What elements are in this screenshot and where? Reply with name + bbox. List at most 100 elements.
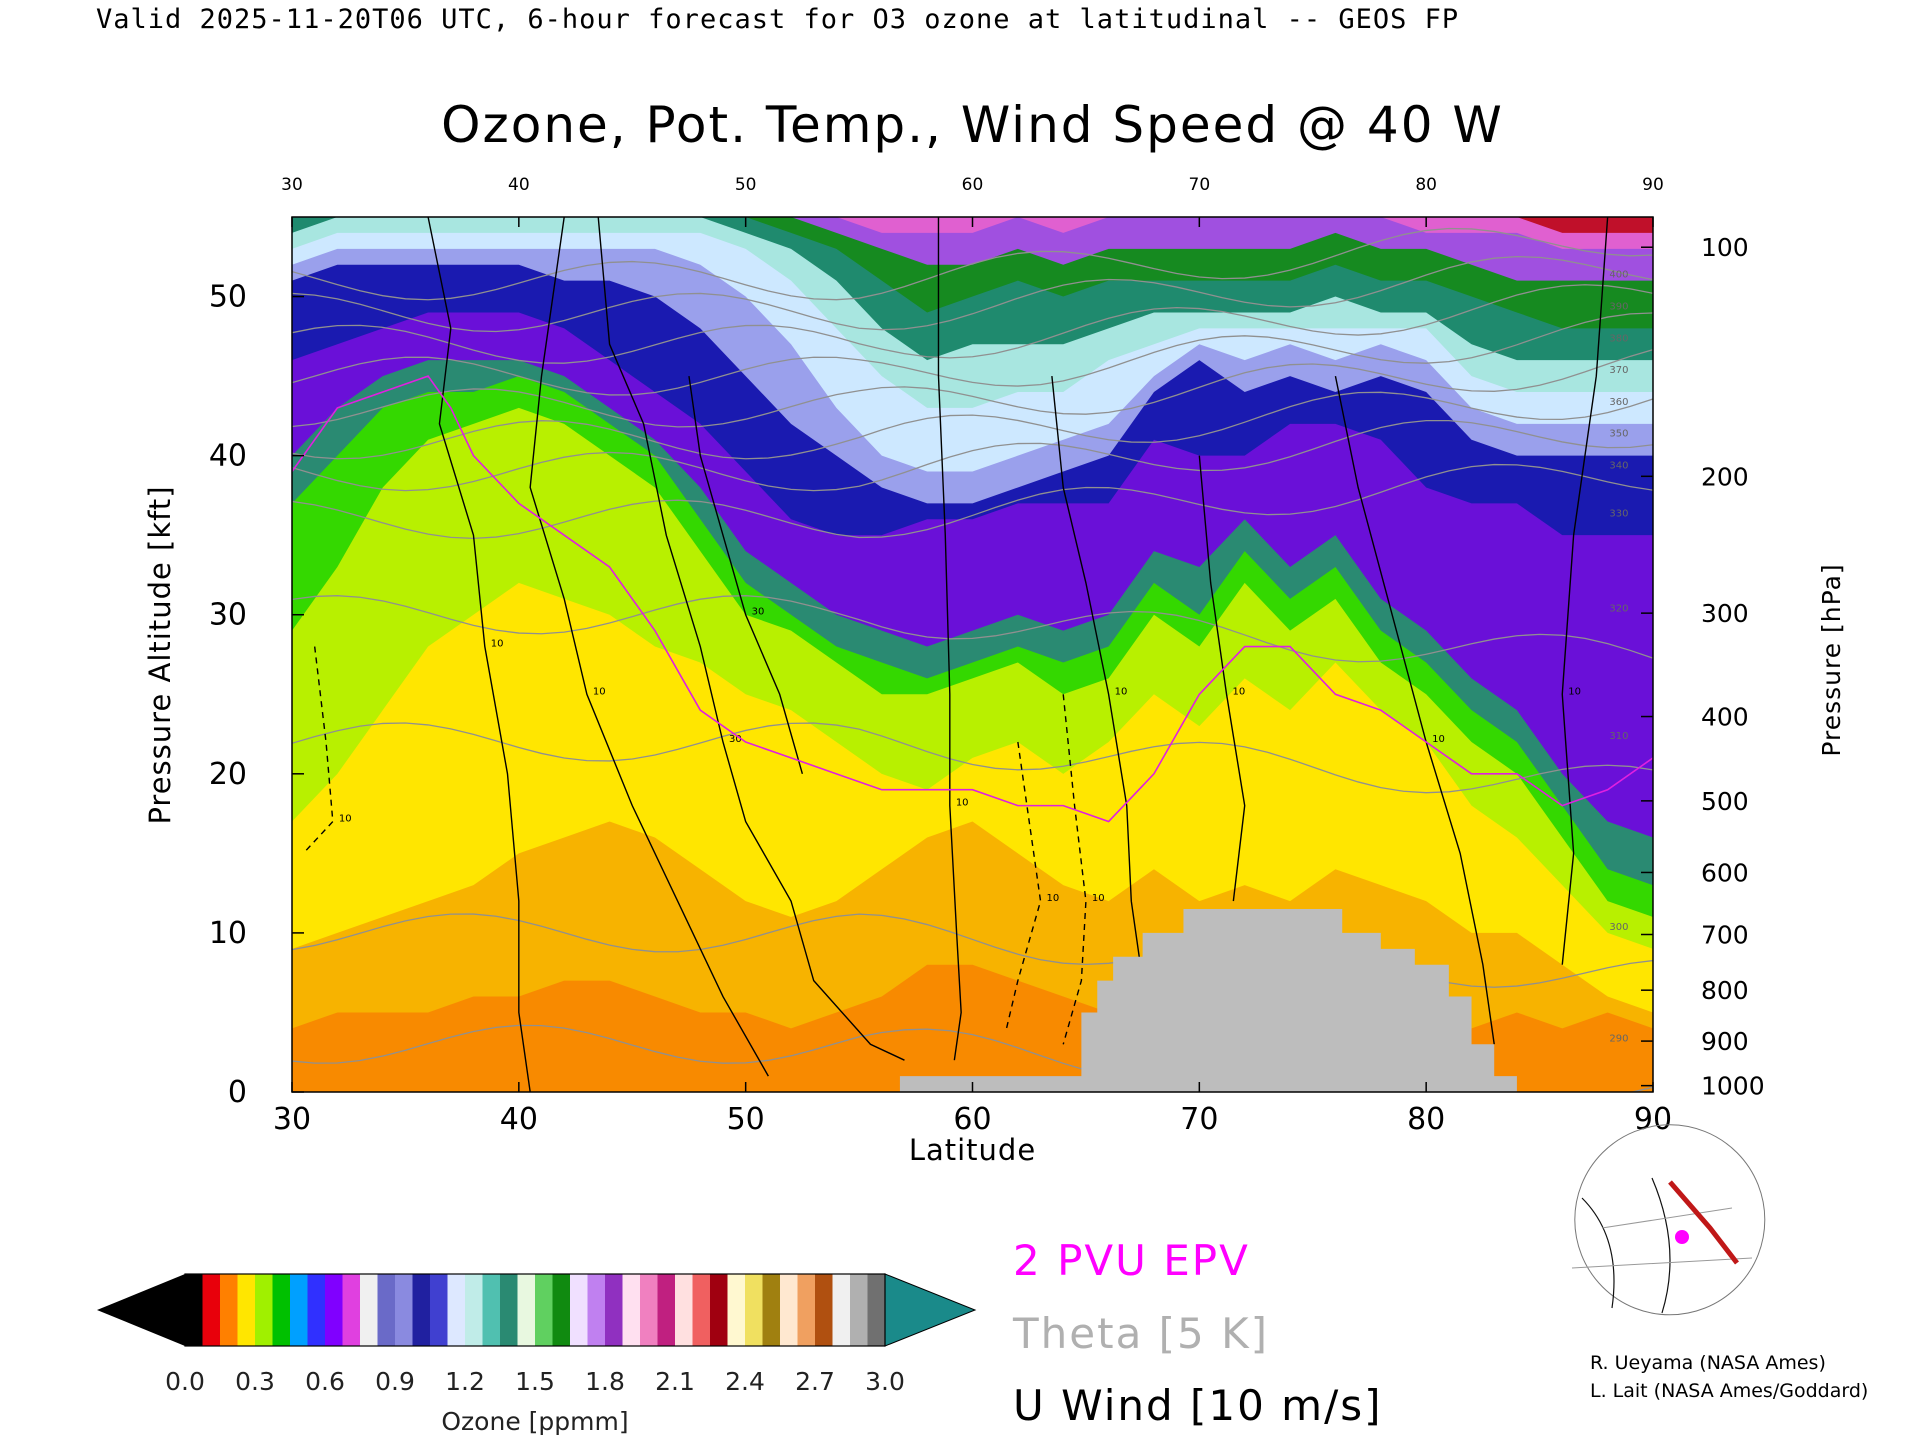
inset-map-section-line [1668,1180,1739,1265]
colorbar-swatch-27 [657,1274,676,1346]
colorbar-swatch-36 [815,1274,834,1346]
theta-label-340: 340 [1609,461,1628,472]
legend-theta: Theta [5 K] [1012,1309,1269,1358]
theta-contour-380 [292,284,1653,364]
chart-title: Ozone, Pot. Temp., Wind Speed @ 40 W [441,96,1504,154]
colorbar-swatch-6 [290,1274,309,1346]
colorbar-swatch-28 [675,1274,694,1346]
inset-map-coastlines [1581,1177,1671,1314]
u-wind-label-6: 10 [1233,686,1246,697]
colorbar-swatch-5 [272,1274,291,1346]
u-wind-contour-11 [1062,694,1087,1045]
colorbar-tick-label-7: 2.1 [655,1367,695,1396]
colorbar-swatch-34 [780,1274,799,1346]
colorbar-swatch-1 [202,1274,221,1346]
theta-label-330: 330 [1609,508,1628,519]
colorbar-swatch-35 [797,1274,816,1346]
x-top-label-80: 80 [1415,175,1437,195]
theta-label-370: 370 [1609,365,1628,376]
y-tick-label-20: 20 [209,757,247,792]
colorbar-swatch-24 [605,1274,624,1346]
u-wind-label-8: 10 [1568,686,1581,697]
x-top-label-90: 90 [1642,175,1664,195]
colorbar-swatch-12 [395,1274,414,1346]
ozone-band-13 [292,217,1653,249]
valid-time-header: Valid 2025-11-20T06 UTC, 6-hour forecast… [96,4,1460,35]
u-wind-label-7: 10 [1432,734,1445,745]
u-wind-contour-6 [1198,455,1246,902]
credits-line-2: L. Lait (NASA Ames/Goddard) [1590,1380,1869,1402]
theta-label-390: 390 [1609,301,1628,312]
y-axis-label-right: Pressure [hPa] [1817,563,1846,756]
y-axis-label-left: Pressure Altitude [kft] [143,485,177,824]
theta-contour-340 [292,419,1653,492]
theta-label-380: 380 [1609,333,1628,344]
colorbar-swatch-19 [517,1274,536,1346]
colorbar-tick-label-4: 1.2 [445,1367,485,1396]
colorbar-swatch-16 [465,1274,484,1346]
colorbar-tick-label-10: 3.0 [865,1367,905,1396]
colorbar-tick-label-1: 0.3 [235,1367,275,1396]
u-wind-contour-5 [1051,376,1144,981]
u-wind-contour-1 [529,217,769,1077]
x-top-label-60: 60 [962,175,984,195]
x-axis-label: Latitude [909,1133,1036,1167]
colorbar-swatch-7 [307,1274,326,1346]
theta-label-290: 290 [1609,1033,1628,1044]
inset-map-point [1675,1230,1689,1244]
colorbar-swatch-11 [377,1274,396,1346]
colorbar-tick-label-3: 0.9 [375,1367,415,1396]
colorbar-swatch-31 [727,1274,746,1346]
colorbar-swatch-22 [570,1274,589,1346]
colorbar-swatch-26 [640,1274,659,1346]
y-tick-label-30: 30 [209,598,247,633]
colorbar-swatch-25 [622,1274,641,1346]
colorbar-swatch-15 [447,1274,466,1346]
x-tick-label-50: 50 [727,1102,765,1137]
colorbar-swatch-21 [552,1274,571,1346]
theta-contour-320 [292,595,1653,663]
inset-map-parallel-1 [1574,1124,1766,1316]
x-top-label-70: 70 [1189,175,1211,195]
pressure-tick-label-300: 300 [1701,599,1749,628]
colorbar-tick-label-8: 2.4 [725,1367,765,1396]
colorbar-swatch-8 [325,1274,344,1346]
colorbar-swatch-33 [762,1274,781,1346]
u-wind-label-1: 10 [593,686,606,697]
u-wind-contour-9 [302,646,334,854]
colorbar-swatch-32 [745,1274,764,1346]
colorbar-swatch-14 [430,1274,449,1346]
y-tick-label-10: 10 [209,916,247,951]
ozone-band-11 [292,217,1653,329]
x-top-label-50: 50 [735,175,757,195]
colorbar-swatch-23 [587,1274,606,1346]
pressure-tick-label-500: 500 [1701,787,1749,816]
legend-uwind: U Wind [10 m/s] [1013,1381,1383,1430]
theta-label-400: 400 [1609,270,1628,281]
inset-map-bg [1562,1168,1758,1316]
y-tick-label-0: 0 [228,1075,247,1110]
pressure-tick-label-1000: 1000 [1701,1072,1765,1101]
x-tick-label-80: 80 [1407,1102,1445,1137]
colorbar-frame [184,1273,886,1347]
theta-contour-390 [292,255,1653,333]
colorbar-swatch-9 [342,1274,361,1346]
u-wind-label-9: 10 [339,814,352,825]
colorbar-label: Ozone [ppmm] [441,1407,628,1436]
credits-line-1: R. Ueyama (NASA Ames) [1590,1352,1826,1374]
colorbar-under-arrow [97,1274,185,1346]
u-wind-label-3: 30 [752,607,765,618]
u-wind-label-0: 10 [491,639,504,650]
theta-contour-400 [292,227,1653,301]
legend-epv: 2 PVU EPV [1013,1236,1250,1285]
theta-label-300: 300 [1609,922,1628,933]
pressure-tick-label-800: 800 [1701,976,1749,1005]
colorbar-swatch-38 [850,1274,869,1346]
colorbar-tick-label-2: 0.6 [305,1367,345,1396]
pressure-tick-label-400: 400 [1701,703,1749,732]
u-wind-contour-3 [688,375,804,775]
inset-map-meridians [1571,1207,1753,1269]
x-tick-label-90: 90 [1634,1102,1672,1137]
pressure-tick-label-600: 600 [1701,858,1749,887]
